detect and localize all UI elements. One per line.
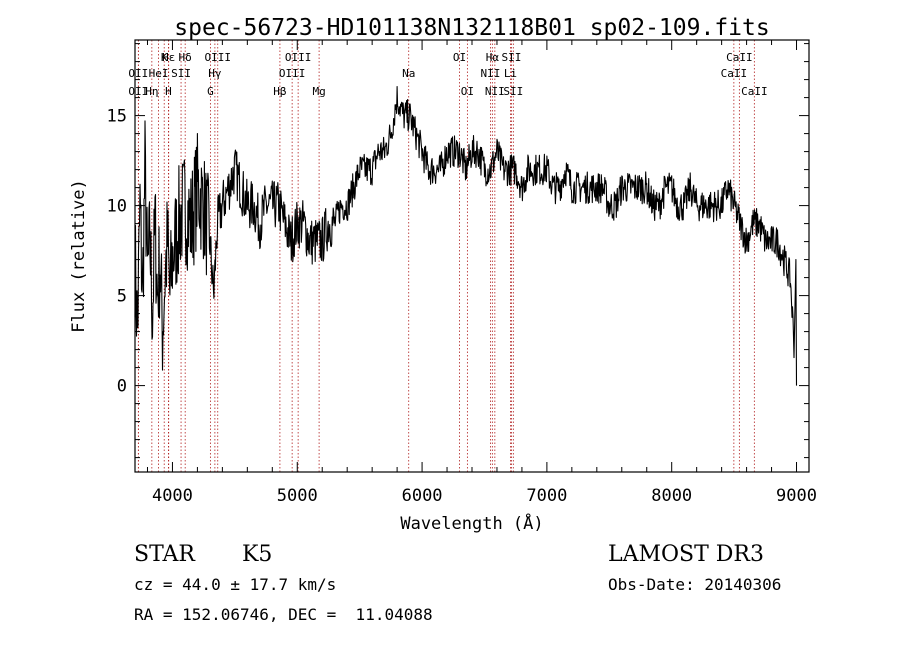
object-class: STAR bbox=[134, 542, 195, 567]
x-axis-ticks: 4000 5000 6000 7000 8000 9000 bbox=[146, 40, 817, 506]
line-label-9: OIII bbox=[205, 51, 232, 64]
line-label-19: Hα bbox=[486, 51, 500, 64]
line-label-7: SII bbox=[171, 67, 191, 80]
spectrum-series-line bbox=[134, 86, 798, 386]
line-label-15: Mg bbox=[312, 85, 325, 98]
line-label-21: NII bbox=[481, 67, 501, 80]
line-label-13: OIII bbox=[279, 67, 306, 80]
line-markers bbox=[137, 40, 755, 472]
line-label-10: Hγ bbox=[208, 67, 222, 80]
redshift-cz: cz = 44.0 ± 17.7 km/s bbox=[134, 575, 337, 594]
line-labels: Hε OII OII K HeI Hη Hδ SII H OIII Hγ G OIII OIII Hβ Mg N… bbox=[128, 51, 767, 98]
y-axis-ticks: 0 5 10 15 bbox=[107, 43, 809, 459]
y-tick-label: 5 bbox=[117, 287, 127, 307]
chart-title: spec-56723-HD101138N132118B01_sp02-109.f… bbox=[174, 15, 769, 41]
x-tick-label: 7000 bbox=[526, 486, 567, 506]
line-label-14: Hβ bbox=[273, 85, 287, 98]
line-label-17: OI bbox=[453, 51, 466, 64]
line-label-5: Hη bbox=[145, 85, 158, 98]
x-tick-label: 6000 bbox=[402, 486, 443, 506]
line-label-4: HeI bbox=[149, 67, 169, 80]
line-label-23: NII bbox=[485, 85, 505, 98]
y-tick-label: 15 bbox=[107, 107, 127, 127]
x-tick-label: 9000 bbox=[776, 486, 817, 506]
plot-frame bbox=[134, 39, 810, 473]
line-label-1: OII bbox=[128, 67, 148, 80]
line-label-11: G bbox=[207, 85, 214, 98]
x-tick-label: 5000 bbox=[277, 486, 318, 506]
line-label-16: Na bbox=[402, 67, 415, 80]
line-label-8: H bbox=[165, 85, 172, 98]
object-subclass: K5 bbox=[242, 542, 273, 567]
line-label-22: Li bbox=[504, 67, 517, 80]
line-label-2: OII bbox=[128, 85, 148, 98]
line-label-18: OI bbox=[461, 85, 474, 98]
y-axis-label: Flux (relative) bbox=[69, 179, 89, 333]
line-label-24: SII bbox=[503, 85, 523, 98]
line-label-27: CaII bbox=[741, 85, 768, 98]
line-label-26: CaII bbox=[721, 67, 748, 80]
coordinates: RA = 152.06746, DEC = 11.04088 bbox=[134, 605, 433, 624]
survey-label: LAMOST DR3 bbox=[608, 542, 764, 567]
line-label-0: Hε bbox=[162, 51, 175, 64]
line-label-25: CaII bbox=[726, 51, 753, 64]
x-tick-label: 4000 bbox=[152, 486, 193, 506]
y-tick-label: 10 bbox=[107, 197, 127, 217]
line-label-12: OIII bbox=[285, 51, 312, 64]
line-label-20: SII bbox=[502, 51, 522, 64]
line-label-3: K bbox=[161, 51, 168, 64]
y-tick-label: 0 bbox=[117, 377, 127, 397]
x-tick-label: 8000 bbox=[651, 486, 692, 506]
x-axis-label: Wavelength (Å) bbox=[400, 512, 543, 534]
observation-date: Obs-Date: 20140306 bbox=[608, 575, 782, 594]
line-label-6: Hδ bbox=[179, 51, 192, 64]
